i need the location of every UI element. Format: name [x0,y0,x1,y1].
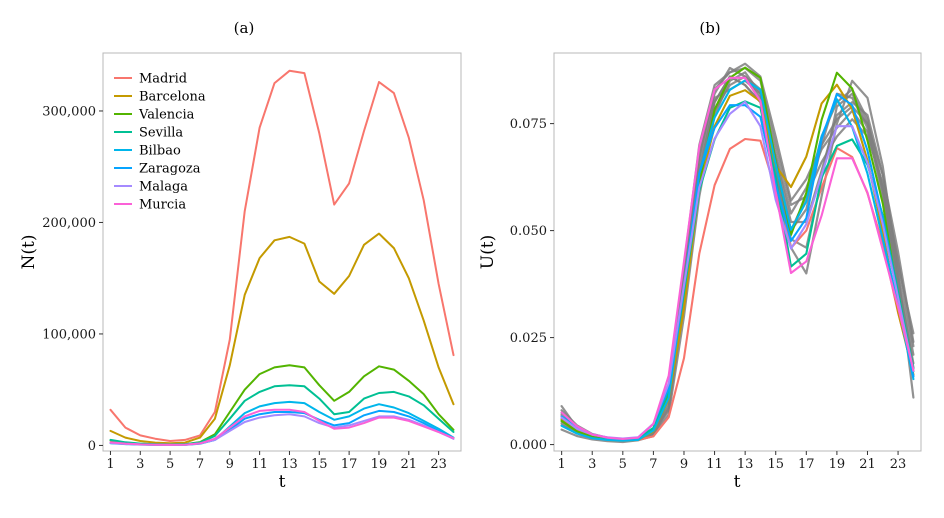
panel-a-y-axis-label: N(t) [19,235,39,270]
x-tick-label: 15 [311,457,328,472]
x-tick-label: 7 [649,457,657,472]
x-tick-label: 5 [166,457,174,472]
panel-a-legend: Madrid Barcelona Valencia Sevilla Bilbao Zara… [114,72,206,213]
x-tick-label: 21 [859,457,876,472]
y-tick-label: 100,000 [42,327,96,342]
panel-a-y-axis: 0 100,000 200,000 300,000 [42,104,103,454]
y-tick-label: 0.000 [510,438,547,453]
legend-label: Sevilla [139,126,183,141]
x-tick-label: 21 [401,457,418,472]
x-tick-label: 9 [226,457,234,472]
x-tick-label: 15 [767,457,784,472]
y-tick-label: 200,000 [42,216,96,231]
series-line-murcia [560,76,915,441]
x-tick-label: 23 [890,457,907,472]
x-tick-label: 3 [588,457,596,472]
x-tick-label: 9 [680,457,688,472]
panel-a-plot-area [102,52,462,452]
panel-a-x-axis: 1 3 5 7 9 11 13 15 17 19 21 23 [106,451,447,472]
series-line-murcia [109,408,455,446]
x-tick-label: 11 [706,457,723,472]
legend-label: Zaragoza [139,162,201,177]
panel-b-x-axis: 1 3 5 7 9 11 13 15 17 19 21 23 [558,451,907,472]
background-city-line [560,71,915,444]
y-tick-label: 300,000 [42,104,96,119]
x-tick-label: 1 [558,457,566,472]
y-tick-label: 0 [88,439,96,454]
x-tick-label: 3 [136,457,144,472]
panel-b-plot-area [553,52,922,452]
legend-label: Malaga [139,180,188,195]
panel-a: (a) 1 3 5 7 9 11 13 15 17 19 21 23 0100,000200,0003… [19,19,462,492]
panel-a-title: (a) [234,19,255,37]
x-tick-label: 17 [341,457,358,472]
series-line-madrid [109,69,455,442]
panel-a-x-axis-label: t [279,472,286,492]
legend-label: Valencia [138,108,195,123]
x-tick-label: 11 [251,457,268,472]
x-tick-label: 23 [430,457,447,472]
panel-b-series-lines [560,66,915,442]
x-tick-label: 19 [829,457,846,472]
panel-b-y-axis: 0.000 0.025 0.050 0.075 [510,117,554,453]
legend-label: Barcelona [139,90,206,105]
x-tick-label: 13 [281,457,298,472]
x-tick-label: 5 [619,457,627,472]
panel-a-series-lines [109,69,455,446]
x-tick-label: 19 [371,457,388,472]
legend-label: Madrid [139,72,187,87]
y-tick-label: 0.050 [510,224,547,239]
legend-label: Bilbao [139,144,181,159]
x-tick-label: 7 [196,457,204,472]
x-tick-label: 17 [798,457,815,472]
panel-b-x-axis-label: t [734,472,741,492]
panel-b: (b) 1 3 5 7 9 11 13 15 17 19 21 23 0.0000.0250.0500… [478,19,922,492]
x-tick-label: 13 [737,457,754,472]
y-tick-label: 0.075 [510,117,547,132]
x-tick-label: 1 [106,457,114,472]
legend-label: Murcia [139,198,186,213]
panel-b-title: (b) [699,19,720,37]
panel-b-y-axis-label: U(t) [478,235,498,269]
y-tick-label: 0.025 [510,331,547,346]
series-line-barcelona [109,232,455,445]
